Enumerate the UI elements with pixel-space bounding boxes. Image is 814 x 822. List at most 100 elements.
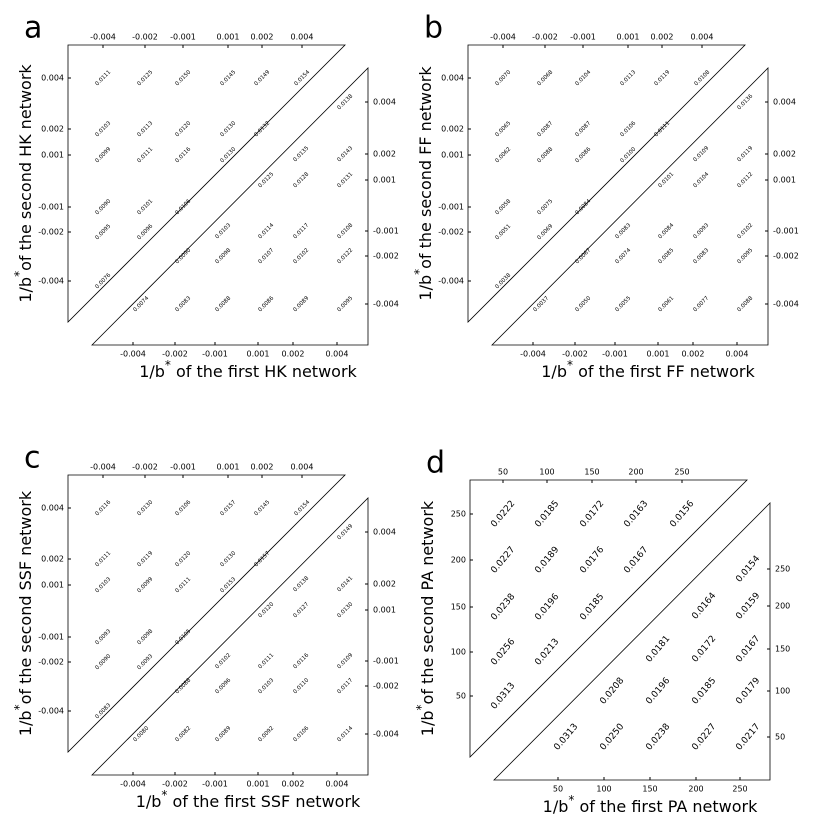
upper-cell: 0.0068 bbox=[536, 69, 554, 87]
top-tick-label: 100 bbox=[539, 468, 554, 477]
upper-cell: 0.0108 bbox=[693, 69, 711, 87]
top-tick-label: 0.004 bbox=[691, 33, 714, 42]
right-tick-label: -0.002 bbox=[373, 252, 399, 261]
lower-cell: 0.0103 bbox=[257, 677, 275, 695]
left-tick-label: 50 bbox=[456, 692, 466, 701]
upper-cell: 0.0106 bbox=[174, 499, 192, 517]
bottom-tick-label: 0.004 bbox=[326, 780, 349, 789]
lower-cell: 0.0131 bbox=[336, 171, 354, 189]
right-tick-label: -0.001 bbox=[373, 657, 399, 666]
upper-cell: 0.0099 bbox=[136, 576, 154, 594]
upper-cell: 0.0157 bbox=[253, 550, 271, 568]
left-tick-label: -0.001 bbox=[38, 203, 64, 212]
lower-cell: 0.0089 bbox=[214, 725, 232, 743]
lower-cell: 0.0055 bbox=[614, 295, 632, 313]
lower-cell: 0.0108 bbox=[336, 222, 354, 240]
left-tick-label: 0.004 bbox=[441, 74, 464, 83]
upper-cell: 0.0256 bbox=[489, 637, 517, 668]
label-sup: * bbox=[165, 358, 171, 372]
right-tick-label: 0.002 bbox=[773, 150, 796, 159]
upper-cell: 0.0111 bbox=[94, 69, 112, 87]
upper-cell: 0.0086 bbox=[574, 146, 592, 164]
label-sup: * bbox=[161, 788, 167, 802]
upper-cell: 0.0065 bbox=[494, 120, 512, 138]
lower-cell: 0.0088 bbox=[736, 295, 754, 313]
bottom-tick-label: 0.004 bbox=[726, 350, 749, 359]
upper-cell: 0.0104 bbox=[574, 69, 592, 87]
lower-cell: 0.0082 bbox=[174, 725, 192, 743]
lower-cell: 0.0164 bbox=[690, 591, 718, 622]
lower-cell: 0.0102 bbox=[214, 652, 232, 670]
upper-cell: 0.0163 bbox=[622, 499, 650, 530]
upper-cell: 0.0038 bbox=[494, 272, 512, 290]
lower-cell: 0.0093 bbox=[692, 222, 710, 240]
lower-cell: 0.0090 bbox=[174, 247, 192, 265]
upper-cell: 0.0111 bbox=[653, 120, 671, 138]
lower-cell: 0.0250 bbox=[598, 722, 626, 753]
lower-cell: 0.0086 bbox=[257, 295, 275, 313]
upper-cell: 0.0113 bbox=[619, 69, 637, 87]
top-tick-label: -0.004 bbox=[490, 33, 516, 42]
left-tick-label: 0.002 bbox=[41, 125, 64, 134]
upper-cell: 0.0145 bbox=[253, 499, 271, 517]
lower-cell: 0.0136 bbox=[736, 93, 754, 111]
label-rest: of the first SSF network bbox=[167, 792, 361, 811]
bottom-tick-label: -0.001 bbox=[202, 350, 228, 359]
lower-cell: 0.0117 bbox=[292, 222, 310, 240]
top-tick-label: 0.002 bbox=[251, 33, 274, 42]
label-base: 1/b bbox=[16, 277, 35, 303]
x-axis-label: 1/b* of the first HK network bbox=[139, 358, 357, 381]
upper-cell: 0.0119 bbox=[136, 550, 154, 568]
right-tick-label: -0.002 bbox=[373, 682, 399, 691]
upper-cell: 0.0083 bbox=[94, 702, 112, 720]
bottom-tick-label: -0.001 bbox=[202, 780, 228, 789]
label-sup: * bbox=[567, 358, 573, 372]
bottom-tick-label: 0.004 bbox=[326, 350, 349, 359]
upper-cell: 0.0084 bbox=[574, 198, 592, 216]
lower-cell: 0.0061 bbox=[657, 295, 675, 313]
left-tick-label: -0.004 bbox=[38, 277, 64, 286]
top-tick-label: 150 bbox=[584, 468, 599, 477]
lower-cell: 0.0083 bbox=[614, 222, 632, 240]
bottom-tick-label: 100 bbox=[596, 785, 611, 794]
left-tick-label: 0.004 bbox=[41, 504, 64, 513]
upper-cell: 0.0111 bbox=[136, 146, 154, 164]
label-base: 1/b bbox=[136, 792, 162, 811]
x-axis-label: 1/b* of the first FF network bbox=[541, 358, 755, 381]
lower-cell: 0.0085 bbox=[657, 247, 675, 265]
upper-cell: 0.0087 bbox=[536, 120, 554, 138]
bottom-tick-label: -0.004 bbox=[520, 350, 546, 359]
upper-cell: 0.0156 bbox=[668, 499, 696, 530]
lower-cell: 0.0083 bbox=[174, 295, 192, 313]
left-tick-label: 0.001 bbox=[41, 151, 64, 160]
left-tick-label: -0.002 bbox=[38, 658, 64, 667]
right-tick-label: -0.001 bbox=[373, 227, 399, 236]
lower-cell: 0.0109 bbox=[336, 652, 354, 670]
lower-cell: 0.0120 bbox=[257, 601, 275, 619]
label-base: 1/b bbox=[541, 362, 567, 381]
lower-cell: 0.0185 bbox=[690, 676, 718, 707]
left-tick-label: -0.002 bbox=[38, 228, 64, 237]
lower-cell: 0.0104 bbox=[692, 171, 710, 189]
label-base: 1/b bbox=[543, 797, 569, 816]
panel-label: b bbox=[424, 11, 443, 46]
left-tick-label: 100 bbox=[451, 648, 466, 657]
lower-cell: 0.0138 bbox=[292, 575, 310, 593]
left-tick-label: 200 bbox=[451, 556, 466, 565]
panel: c -0.004 -0.002 -0.001 0.001 0.002 0.004 0.004 0… bbox=[12, 441, 399, 811]
lower-cell: 0.0092 bbox=[257, 725, 275, 743]
top-tick-label: 0.001 bbox=[217, 463, 240, 472]
left-tick-label: 0.001 bbox=[441, 151, 464, 160]
right-tick-label: 0.002 bbox=[373, 580, 396, 589]
right-tick-label: 100 bbox=[775, 687, 790, 696]
bottom-tick-label: -0.002 bbox=[162, 350, 188, 359]
lower-cell: 0.0037 bbox=[532, 295, 550, 313]
lower-cell: 0.0116 bbox=[292, 652, 310, 670]
upper-cell: 0.0116 bbox=[94, 499, 112, 517]
lower-cell: 0.0089 bbox=[292, 295, 310, 313]
upper-cell: 0.0051 bbox=[494, 223, 512, 241]
lower-cell: 0.0208 bbox=[598, 676, 626, 707]
lower-cell: 0.0117 bbox=[336, 677, 354, 695]
lower-cell: 0.0172 bbox=[690, 634, 718, 665]
top-tick-label: -0.002 bbox=[532, 33, 558, 42]
